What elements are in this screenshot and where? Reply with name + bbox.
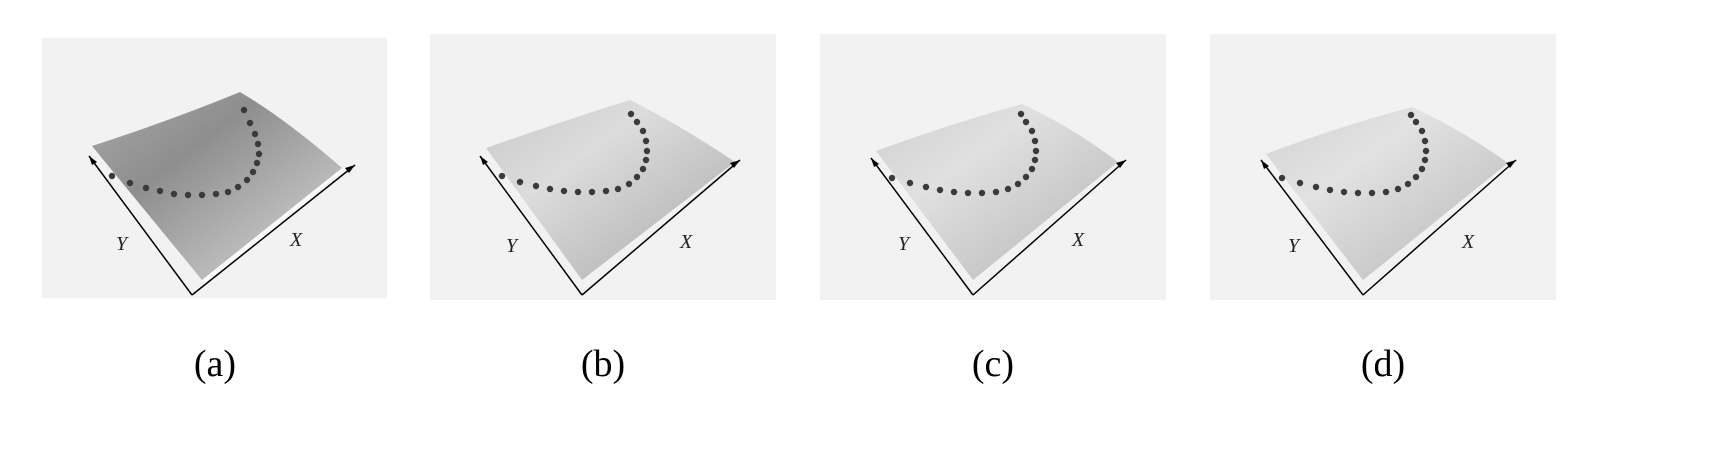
y-axis	[479, 155, 583, 296]
surface	[486, 100, 735, 280]
y-axis-arrow-icon	[871, 158, 879, 167]
x-axis-label: X	[679, 231, 693, 253]
figure-panel-a: Y X	[42, 30, 422, 330]
surface-plot-a: Y X	[42, 38, 387, 298]
surface	[92, 92, 342, 280]
x-axis	[972, 159, 1127, 296]
figure-panel-b: Y X	[430, 30, 810, 330]
caption-a: (a)	[193, 343, 237, 385]
x-axis-label: X	[1071, 229, 1085, 251]
y-axis	[1260, 159, 1364, 296]
surface-plot-d: Y X	[1210, 34, 1556, 300]
x-axis	[191, 164, 356, 296]
y-axis-label: Y	[116, 233, 129, 255]
y-axis-arrow-icon	[480, 156, 488, 165]
x-axis-arrow-icon	[730, 160, 740, 168]
caption-d: (d)	[1360, 343, 1406, 385]
x-axis-label: X	[289, 229, 303, 251]
x-axis	[1362, 159, 1517, 296]
trajectory-dots	[1278, 111, 1430, 197]
y-axis-label: Y	[1288, 235, 1301, 257]
y-axis	[88, 155, 193, 296]
x-axis-arrow-icon	[1506, 160, 1516, 168]
trajectory-dots	[498, 110, 651, 196]
caption-b: (b)	[580, 343, 626, 385]
x-axis-arrow-icon	[1116, 160, 1126, 168]
y-axis-label: Y	[898, 233, 911, 255]
x-axis-label: X	[1461, 231, 1475, 253]
y-axis	[870, 157, 974, 296]
x-axis	[581, 159, 741, 296]
y-axis-arrow-icon	[1261, 160, 1269, 169]
surface-plot-b: Y X	[430, 34, 776, 300]
figure-panel-c: Y X	[820, 30, 1200, 330]
trajectory-dots	[108, 106, 263, 199]
y-axis-label: Y	[506, 235, 519, 257]
trajectory-dots	[888, 110, 1040, 197]
x-axis-arrow-icon	[345, 165, 355, 173]
figure-panel-d: Y X	[1210, 30, 1590, 330]
caption-c: (c)	[971, 343, 1015, 385]
y-axis-arrow-icon	[89, 156, 97, 165]
surface-plot-c: Y X	[820, 34, 1166, 300]
